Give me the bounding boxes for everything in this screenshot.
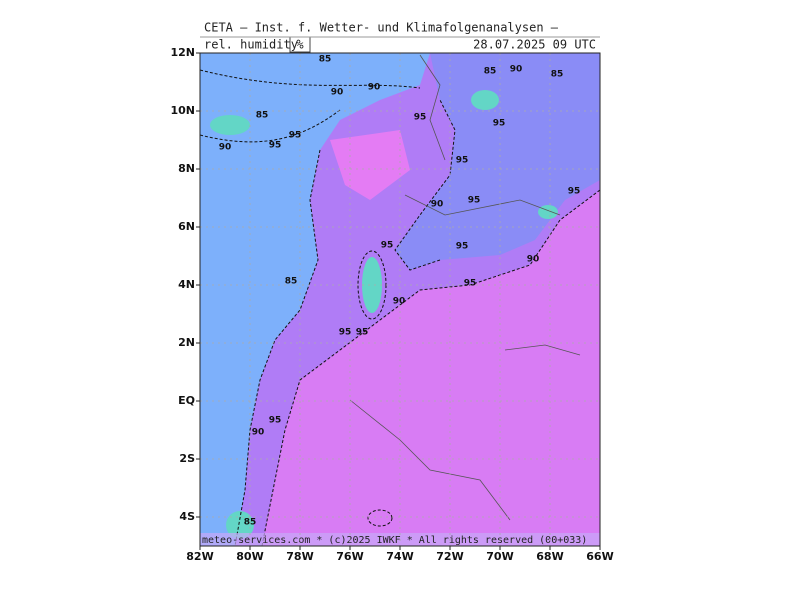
valid-time: 28.07.2025 09 UTC [473,38,596,52]
x-tick-label: 74W [386,550,413,563]
contour-label: 95 [456,242,469,252]
contour-label: 90 [431,200,444,210]
moist-blob [471,90,499,110]
contour-label: 95 [414,113,427,123]
contour-label: 95 [269,141,282,151]
contour-label: 90 [527,255,540,265]
contour-label: 95 [464,279,477,289]
x-tick-label: 72W [436,550,463,563]
x-tick-label: 76W [336,550,363,563]
contour-label: 85 [551,70,564,80]
contour-line [200,69,421,143]
y-tick-label: EQ [178,394,195,407]
contour-line [261,189,600,546]
contour-label: 95 [356,328,369,338]
x-tick-label: 82W [186,550,213,563]
contour-label: 95 [456,156,469,166]
contour-label: 90 [510,65,523,75]
field-low-w [200,53,430,546]
y-tick-label: 12N [170,46,195,59]
y-tick-label: 8N [178,162,195,175]
x-tick-label: 80W [236,550,263,563]
y-tick-label: 10N [170,104,195,117]
contour-label: 90 [219,143,232,153]
contour-label: 85 [285,277,298,287]
contour-label: 95 [289,131,302,141]
header-title: CETA — Inst. f. Wetter- und Klimafolgena… [204,21,559,35]
x-tick-label: 68W [536,550,563,563]
contour-label: 85 [319,55,332,65]
contour-label: 90 [368,83,381,93]
contour-label: 90 [252,428,265,438]
field-core [330,130,410,200]
y-tick-label: 4S [179,510,195,523]
y-tick-label: 4N [178,278,195,291]
y-tick-label: 6N [178,220,195,233]
contour-label: 85 [256,111,269,121]
y-tick-label: 2S [179,452,195,465]
field: meteo-services.com * (c)2025 IWKF * All … [200,53,600,546]
contour-label: 95 [568,187,581,197]
contour-label: 90 [393,297,406,307]
contour-line [234,149,321,546]
contour-label: 85 [244,518,257,528]
moist-blob [538,205,558,219]
x-tick-label: 66W [586,550,613,563]
contour-label: 95 [339,328,352,338]
contour-label: 95 [468,196,481,206]
contour-label: 95 [381,241,394,251]
y-tick-label: 2N [178,336,195,349]
x-tick-label: 70W [486,550,513,563]
contour-label: 95 [493,119,506,129]
field-name: rel. humidity [204,38,298,52]
moist-blob [210,115,250,135]
x-tick-label: 78W [286,550,313,563]
contour-line [367,509,393,527]
moist-blob [362,257,382,313]
contour-line [394,99,456,271]
border [349,54,581,521]
moist-blob [226,511,254,539]
contour-label: 95 [269,416,282,426]
footer: meteo-services.com * (c)2025 IWKF * All … [202,535,587,546]
contour-label: 85 [484,67,497,77]
contour-label: 90 [331,88,344,98]
unit: % [296,38,304,52]
